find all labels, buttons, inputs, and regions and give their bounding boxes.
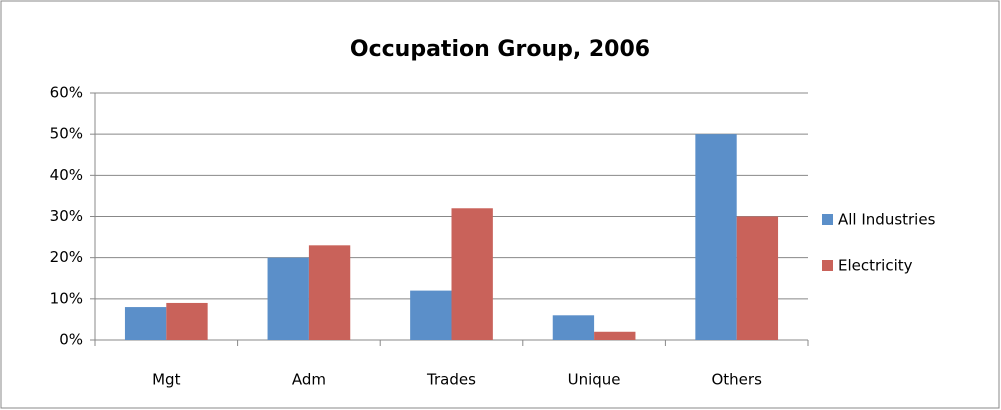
x-tick-label: Adm (292, 371, 326, 389)
bar (695, 134, 737, 340)
y-tick-label: 20% (50, 248, 83, 266)
y-tick-label: 0% (59, 331, 83, 349)
x-tick-label: Mgt (152, 371, 180, 389)
x-tick-label: Unique (568, 371, 621, 389)
bar (124, 307, 167, 340)
chart-title: Occupation Group, 2006 (350, 37, 650, 62)
bar (267, 257, 309, 340)
x-tick-label: Trades (426, 371, 476, 389)
bar (594, 331, 636, 340)
bar (552, 315, 595, 340)
x-tick-label: Others (711, 371, 762, 389)
legend-swatch (822, 260, 833, 271)
legend-swatch (822, 214, 833, 225)
bar (451, 208, 493, 340)
y-tick-label: 30% (50, 207, 83, 225)
y-tick-label: 60% (50, 84, 83, 102)
legend-label: Electricity (838, 257, 913, 275)
y-tick-label: 10% (50, 289, 83, 307)
y-tick-label: 40% (50, 166, 83, 184)
y-tick-label: 50% (50, 125, 83, 143)
bar (166, 302, 208, 340)
bar (308, 245, 351, 340)
bar (410, 290, 452, 340)
legend-label: All Industries (838, 211, 936, 229)
bar (736, 216, 779, 340)
